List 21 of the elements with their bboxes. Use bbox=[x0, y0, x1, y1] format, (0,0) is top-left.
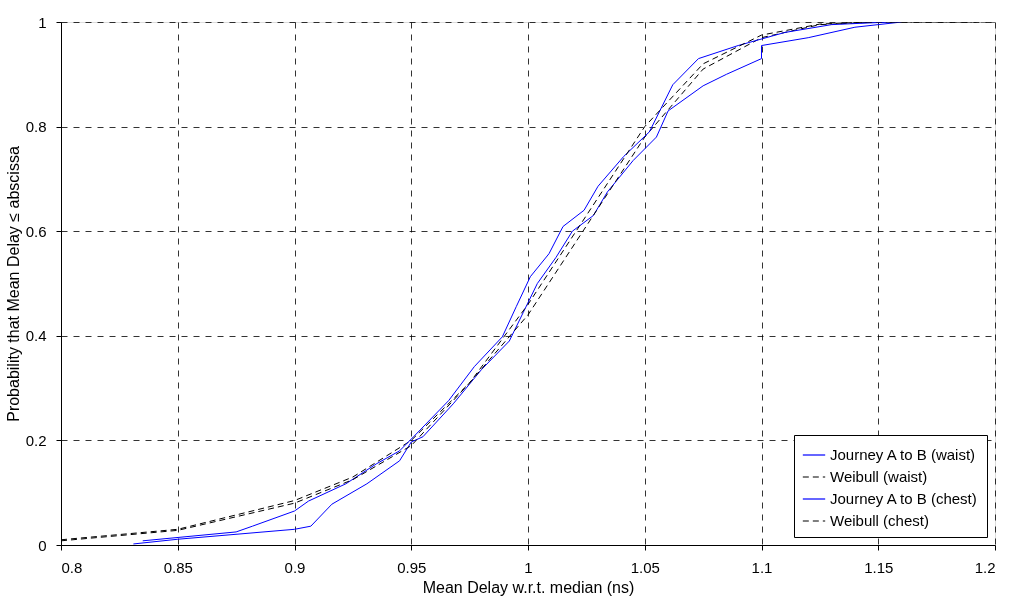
y-tick-label: 0.4 bbox=[25, 327, 47, 345]
x-tick-label: 0.8 bbox=[61, 558, 83, 576]
y-tick-label: 1 bbox=[38, 13, 47, 31]
legend-label: Journey A to B (waist) bbox=[830, 446, 976, 463]
x-tick-label: 1.1 bbox=[751, 558, 773, 576]
x-tick-label: 0.95 bbox=[397, 558, 427, 576]
y-axis-title: Probability that Mean Delay ≤ abscissa bbox=[4, 146, 22, 422]
legend-label: Weibull (chest) bbox=[830, 512, 929, 529]
x-tick-label: 1.2 bbox=[974, 558, 996, 576]
x-axis-title: Mean Delay w.r.t. median (ns) bbox=[422, 578, 635, 596]
x-tick-label: 0.9 bbox=[284, 558, 306, 576]
x-tick-label: 1 bbox=[524, 558, 533, 576]
legend-label: Journey A to B (chest) bbox=[830, 490, 977, 507]
y-tick-label: 0.2 bbox=[25, 431, 47, 449]
x-tick-label: 1.15 bbox=[864, 558, 894, 576]
y-tick-label: 0.6 bbox=[25, 222, 47, 240]
x-tick-label: 0.85 bbox=[163, 558, 193, 576]
y-tick-label: 0 bbox=[38, 536, 47, 554]
x-tick-label: 1.05 bbox=[630, 558, 660, 576]
y-tick-label: 0.8 bbox=[25, 118, 47, 136]
legend-label: Weibull (waist) bbox=[830, 468, 928, 485]
